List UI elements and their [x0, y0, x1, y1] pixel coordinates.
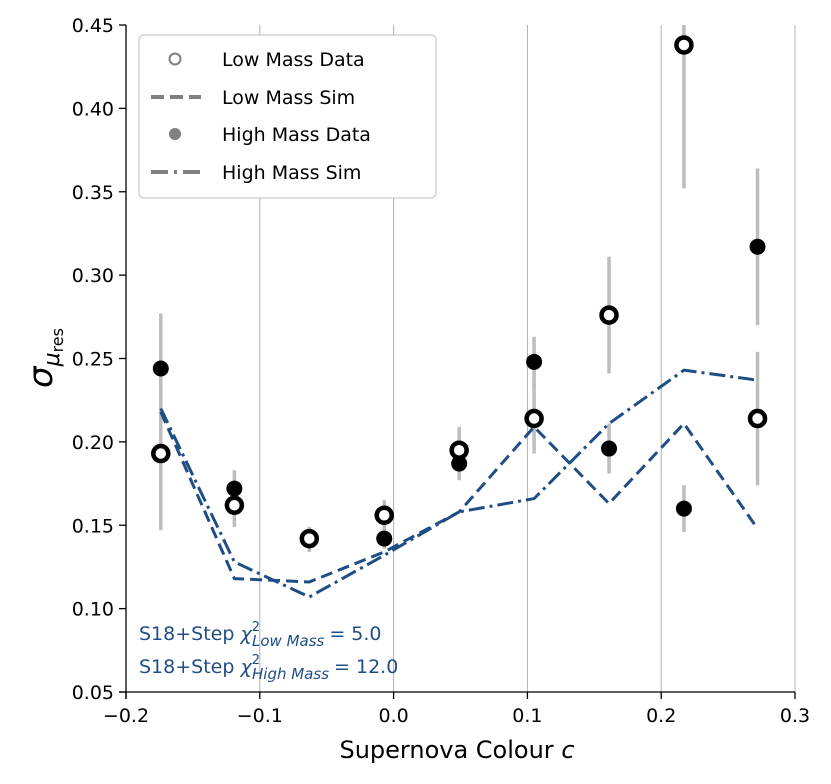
y-tick-label: 0.10 — [72, 599, 114, 621]
legend-label-low-mass-data: Low Mass Data — [222, 49, 365, 71]
x-axis-title: Supernova Colour c — [339, 736, 574, 764]
legend-marker-high-mass-data — [169, 128, 181, 140]
high-mass-data-point — [675, 500, 692, 517]
y-tick-label: 0.15 — [72, 515, 114, 537]
legend-box — [138, 34, 437, 199]
low-mass-data-point — [449, 440, 469, 460]
low-mass-data-point — [299, 528, 320, 549]
axes — [119, 24, 796, 699]
y-tick-label: 0.35 — [72, 182, 114, 204]
y-tick-label: 0.40 — [72, 98, 114, 120]
x-tick-label: 0.2 — [646, 705, 676, 727]
high-mass-data-point — [152, 360, 169, 377]
annotation-chi2-low-mass: S18+Step χ2 Low Mass = 5.0 — [139, 620, 382, 650]
low-mass-data-point — [747, 408, 768, 429]
sim-lines — [159, 368, 759, 599]
low-mass-data-point — [151, 443, 171, 464]
y-tick-label: 0.45 — [72, 15, 114, 37]
legend-label-high-mass-sim: High Mass Sim — [222, 162, 361, 184]
low-mass-data-point — [599, 305, 619, 325]
high-mass-data-point — [526, 353, 543, 370]
data-markers — [151, 35, 768, 549]
y-axis-title: σμres — [21, 328, 67, 388]
legend-label-low-mass-sim: Low Mass Sim — [222, 87, 355, 109]
high-mass-data-point — [601, 440, 618, 457]
high-mass-data-point — [749, 238, 766, 255]
low-mass-data-point — [224, 495, 245, 515]
legend: Low Mass Data Low Mass Sim High Mass Dat… — [138, 34, 437, 199]
high-mass-data-point — [226, 480, 243, 497]
legend-label-high-mass-data: High Mass Data — [222, 124, 371, 146]
annotation-chi2-high-mass: S18+Step χ2 High Mass = 12.0 — [139, 653, 398, 683]
x-tick-label: −0.2 — [103, 705, 149, 727]
x-tick-label: 0.3 — [780, 705, 810, 727]
low-mass-data-point — [674, 35, 694, 55]
high-mass-data-point — [451, 455, 468, 472]
y-tick-label: 0.25 — [72, 349, 114, 371]
y-tick-label: 0.05 — [72, 682, 114, 704]
high-mass-data-point — [376, 530, 393, 547]
y-tick-label: 0.30 — [72, 265, 114, 287]
x-tick-label: −0.1 — [237, 705, 283, 727]
low-mass-data-point — [524, 408, 544, 429]
x-tick-label: 0.0 — [378, 705, 408, 727]
y-tick-label: 0.20 — [72, 432, 114, 454]
legend-marker-low-mass-data — [168, 52, 182, 66]
x-tick-label: 0.1 — [512, 705, 542, 727]
high-mass-sim-line — [159, 368, 758, 599]
tick-labels: −0.2 −0.1 0.0 0.1 0.2 0.3 0.05 0.10 0.15 0.20 0.25… — [72, 15, 810, 727]
low-mass-data-point — [374, 505, 394, 525]
low-mass-sim-line — [159, 411, 759, 584]
